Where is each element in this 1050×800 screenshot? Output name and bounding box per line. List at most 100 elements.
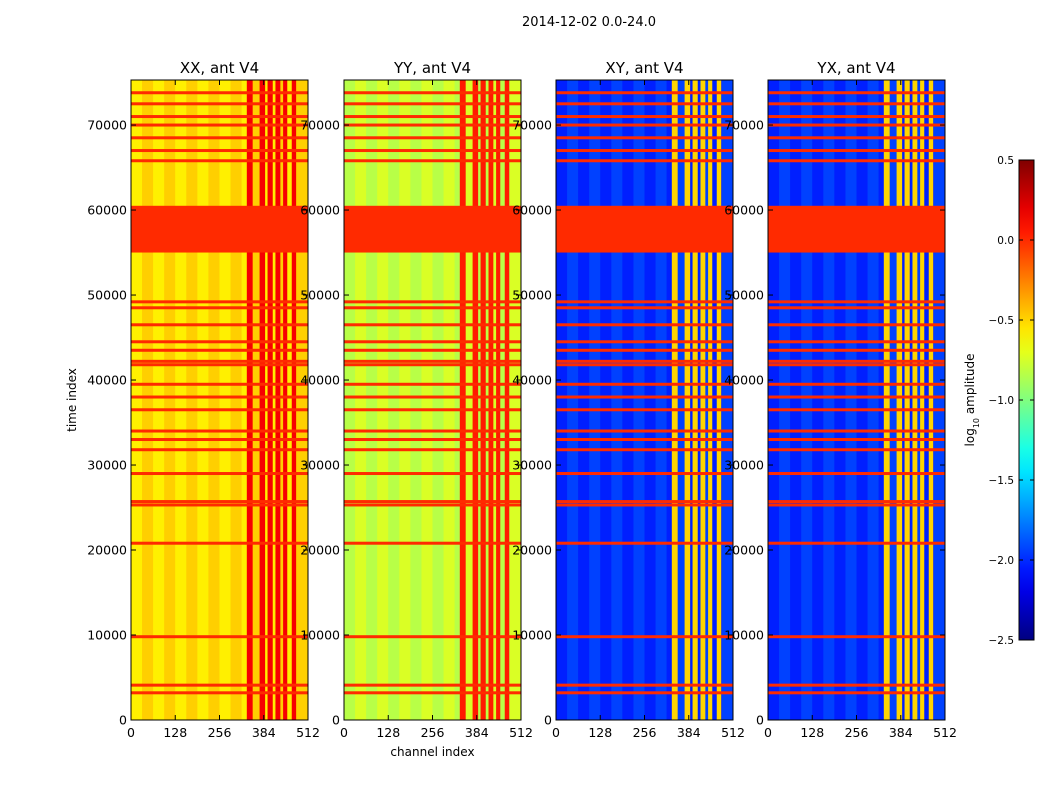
flagged-row xyxy=(556,348,733,352)
y-tick-label: 30000 xyxy=(512,458,552,473)
flagged-row xyxy=(131,149,308,153)
flagged-row xyxy=(131,408,308,412)
flagged-row xyxy=(556,323,733,327)
x-tick-label: 384 xyxy=(889,725,913,740)
colorbar-tick-label: 0.0 xyxy=(997,235,1014,247)
flagged-row xyxy=(131,102,308,106)
channel-stripe xyxy=(175,80,187,720)
flagged-row xyxy=(131,323,308,327)
x-tick-label: 512 xyxy=(296,725,320,740)
figure-suptitle: 2014-12-02 0.0-24.0 xyxy=(522,15,656,30)
channel-stripe xyxy=(556,80,568,720)
y-tick-label: 50000 xyxy=(87,288,127,303)
flagged-row xyxy=(131,635,308,639)
channel-stripe xyxy=(296,80,308,720)
heatmap-image xyxy=(344,80,521,720)
colorbar-tick-label: −2.5 xyxy=(989,635,1015,647)
channel-stripe xyxy=(465,80,477,720)
colorbar-gradient xyxy=(1019,160,1034,640)
x-tick-label: 512 xyxy=(509,725,533,740)
channel-stripe xyxy=(655,80,667,720)
flagged-row xyxy=(131,340,308,344)
channel-band xyxy=(267,80,273,720)
flagged-row xyxy=(768,159,945,163)
channel-stripe xyxy=(834,80,846,720)
flagged-row xyxy=(344,300,521,304)
channel-stripe xyxy=(432,80,444,720)
flagged-row xyxy=(344,91,521,95)
heatmap-image xyxy=(768,80,945,720)
flagged-row xyxy=(768,115,945,119)
panel-title: XX, ant V4 xyxy=(180,59,259,77)
channel-band xyxy=(904,80,910,720)
y-tick-label: 70000 xyxy=(724,118,764,133)
channel-stripe xyxy=(344,80,356,720)
flagged-row xyxy=(556,359,733,363)
flagged-row xyxy=(131,503,308,507)
flagged-row xyxy=(768,503,945,507)
flagged-row xyxy=(344,541,521,545)
channel-stripe xyxy=(219,80,231,720)
colorbar: 0.5 0.0 −0.5 −1.0 −1.5 −2.0 −2.5 log10 amplitud… xyxy=(963,155,1035,647)
x-axis-label: channel index xyxy=(390,745,474,759)
flagged-row xyxy=(556,363,733,367)
y-tick-label: 40000 xyxy=(724,373,764,388)
colorbar-tick-label: −1.0 xyxy=(989,395,1015,407)
flagged-row xyxy=(556,438,733,442)
y-tick-label: 30000 xyxy=(300,458,340,473)
flagged-row xyxy=(131,91,308,95)
flagged-row xyxy=(344,500,521,504)
flagged-row xyxy=(344,306,521,310)
channel-band xyxy=(504,80,510,720)
channel-stripe xyxy=(230,80,242,720)
flagged-row xyxy=(768,448,945,452)
colorbar-tick-label: −1.5 xyxy=(989,475,1015,487)
channel-stripe xyxy=(677,80,689,720)
y-tick-label: 0 xyxy=(756,713,764,728)
channel-stripe xyxy=(186,80,198,720)
flag-block xyxy=(556,205,733,253)
flagged-row xyxy=(556,691,733,695)
flagged-row xyxy=(131,541,308,545)
channel-stripe xyxy=(578,80,590,720)
flagged-row xyxy=(344,438,521,442)
flagged-row xyxy=(768,429,945,433)
x-tick-label: 256 xyxy=(845,725,869,740)
channel-band xyxy=(708,80,713,720)
channel-stripe xyxy=(823,80,835,720)
flagged-row xyxy=(768,123,945,127)
flagged-row xyxy=(556,115,733,119)
flagged-row xyxy=(556,300,733,304)
channel-band xyxy=(928,80,934,720)
panel-2: XY, ant V4 0 128 256 384 512 0 10000 20000 30000 4… xyxy=(512,59,745,740)
flagged-row xyxy=(768,91,945,95)
flagged-row xyxy=(768,438,945,442)
channel-stripe xyxy=(589,80,601,720)
y-tick-label: 10000 xyxy=(512,628,552,643)
flagged-row xyxy=(131,300,308,304)
flagged-row xyxy=(556,102,733,106)
channel-stripe xyxy=(509,80,521,720)
x-tick-label: 256 xyxy=(208,725,232,740)
channel-stripe xyxy=(355,80,367,720)
y-tick-label: 10000 xyxy=(724,628,764,643)
flagged-row xyxy=(344,683,521,687)
channel-stripe xyxy=(633,80,645,720)
channel-band xyxy=(692,80,698,720)
channel-band xyxy=(459,80,466,720)
y-tick-label: 60000 xyxy=(724,203,764,218)
flagged-row xyxy=(131,363,308,367)
flagged-row xyxy=(344,115,521,119)
flagged-row xyxy=(556,541,733,545)
flagged-row xyxy=(131,136,308,140)
x-tick-label: 384 xyxy=(465,725,489,740)
flagged-row xyxy=(768,340,945,344)
flagged-row xyxy=(344,159,521,163)
panel-0: XX, ant V4 0 128 256 384 512 0 10000 20000 30000 4… xyxy=(65,59,320,740)
channel-stripe xyxy=(933,80,945,720)
flagged-row xyxy=(344,149,521,153)
flagged-row xyxy=(556,136,733,140)
channel-stripe xyxy=(567,80,579,720)
y-tick-label: 40000 xyxy=(300,373,340,388)
channel-band xyxy=(716,80,722,720)
